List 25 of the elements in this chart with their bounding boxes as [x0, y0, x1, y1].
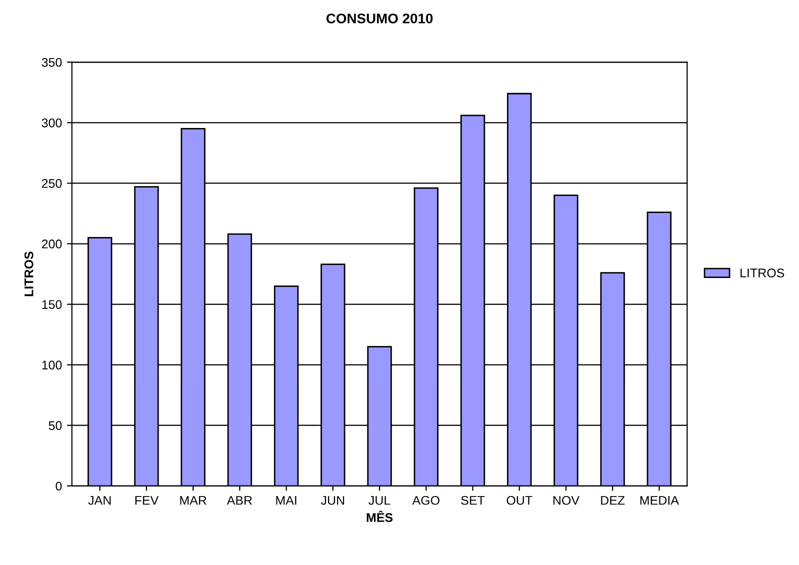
x-tick-label: JUL: [368, 496, 390, 505]
x-tick-label: JAN: [88, 496, 111, 505]
y-tick-label: 50: [48, 421, 62, 430]
legend-label: LITROS: [740, 268, 784, 278]
x-tick-label: DEZ: [601, 496, 625, 505]
x-tick-label: AGO: [412, 496, 440, 505]
y-tick-label: 200: [42, 240, 62, 248]
x-tick-label: MAR: [180, 496, 206, 505]
x-tick-label: JUN: [320, 496, 344, 505]
x-tick-label: MEDIA: [640, 496, 679, 505]
x-tick-label: OUT: [506, 496, 532, 505]
y-tick-label: 150: [42, 300, 62, 309]
x-tick-label: MAI: [276, 496, 296, 505]
x-tick-label: ABR: [226, 496, 252, 505]
y-axis-title: LITROS: [24, 252, 34, 296]
y-tick-label: 300: [42, 118, 62, 128]
x-axis-title: MÊS: [366, 510, 393, 522]
y-tick-label: 0: [56, 482, 62, 491]
chart-title: CONSUMO 2010: [326, 14, 433, 24]
y-tick-label: 250: [42, 179, 62, 188]
x-tick-label: FEV: [135, 496, 159, 505]
x-tick-label: NOV: [553, 496, 580, 505]
x-tick-label: SET: [461, 496, 485, 505]
y-tick-label: 100: [42, 360, 62, 370]
y-tick-label: 350: [42, 58, 62, 67]
